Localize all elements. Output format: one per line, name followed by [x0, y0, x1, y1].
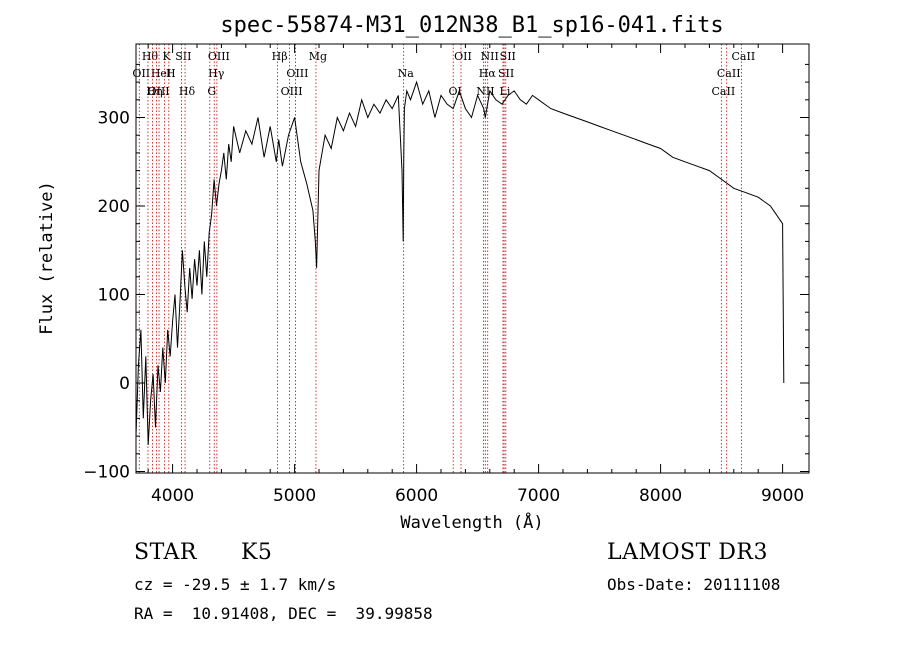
y-tick-label: −100 — [83, 463, 130, 483]
spectral-line-label: Na — [398, 67, 415, 80]
spectral-line-label: Hθ — [142, 50, 159, 63]
spectral-line-label: OIII — [148, 85, 170, 98]
plot-frame — [135, 43, 810, 474]
spectral-line-label: Li — [500, 85, 511, 98]
spectral-line-label: Hη — [146, 85, 162, 98]
spectral-line-label: CaII — [732, 50, 756, 63]
x-tick-label: 6000 — [395, 486, 438, 506]
spectral-line-label: CaII — [712, 85, 736, 98]
spectral-line-label: OIII — [208, 50, 230, 63]
x-tick-label: 4000 — [151, 486, 194, 506]
spectral-line-label: H — [166, 67, 176, 80]
spectral-line-label: OIII — [281, 85, 303, 98]
x-tick-label: 7000 — [517, 486, 560, 506]
spectral-line-markers: HθOIIOIIIKHeIHηSIIHHδOIIIHγGHβOIIIOIIIMg… — [132, 44, 755, 473]
spectral-line-label: NII — [481, 50, 499, 63]
chart-title: spec-55874-M31_012N38_B1_sp16-041.fits — [220, 13, 723, 38]
spectral-line-label: OII — [132, 67, 150, 80]
coordinates: RA = 10.91408, DEC = 39.99858 — [134, 604, 433, 623]
x-tick-label: 8000 — [639, 486, 682, 506]
spectral-line-label: OI — [449, 85, 462, 98]
spectrum-series — [135, 80, 785, 445]
spectral-line-label: OII — [454, 50, 472, 63]
x-tick-label: 9000 — [761, 486, 804, 506]
spectral-line-label: Hδ — [179, 85, 196, 98]
y-axis-label: Flux (relative) — [37, 181, 57, 335]
obs-date: Obs-Date: 20111108 — [607, 575, 781, 594]
y-axis-ticks: −100 0 100 200 300 — [83, 63, 809, 483]
x-axis-ticks: 4000 5000 6000 7000 8000 9000 — [147, 44, 804, 506]
spectral-line-label: G — [207, 85, 216, 98]
spectral-line-label: OIII — [286, 67, 308, 80]
spectral-line-label: SII — [500, 50, 516, 63]
y-tick-label: 0 — [119, 374, 130, 394]
redshift-value: cz = -29.5 ± 1.7 km/s — [134, 575, 337, 594]
spectral-line-label: HeI — [151, 67, 171, 80]
spectral-line-label: Mg — [309, 50, 327, 63]
y-tick-label: 100 — [98, 286, 130, 306]
y-tick-label: 200 — [98, 197, 130, 217]
spectral-line-label: CaII — [717, 67, 741, 80]
object-class: STAR — [134, 540, 197, 565]
x-tick-label: 5000 — [273, 486, 316, 506]
y-tick-label: 300 — [98, 109, 130, 129]
spectral-line-label: K — [162, 50, 171, 63]
x-axis-label: Wavelength (Å) — [400, 511, 543, 533]
object-subclass: K5 — [241, 540, 273, 565]
spectral-line-label: Hγ — [208, 67, 225, 80]
spectral-line-label: Hβ — [272, 50, 288, 63]
spectral-line-label: SII — [175, 50, 191, 63]
survey-name: LAMOST DR3 — [607, 540, 768, 565]
spectral-line-label: NII — [476, 85, 494, 98]
spectrum-line — [135, 80, 785, 445]
